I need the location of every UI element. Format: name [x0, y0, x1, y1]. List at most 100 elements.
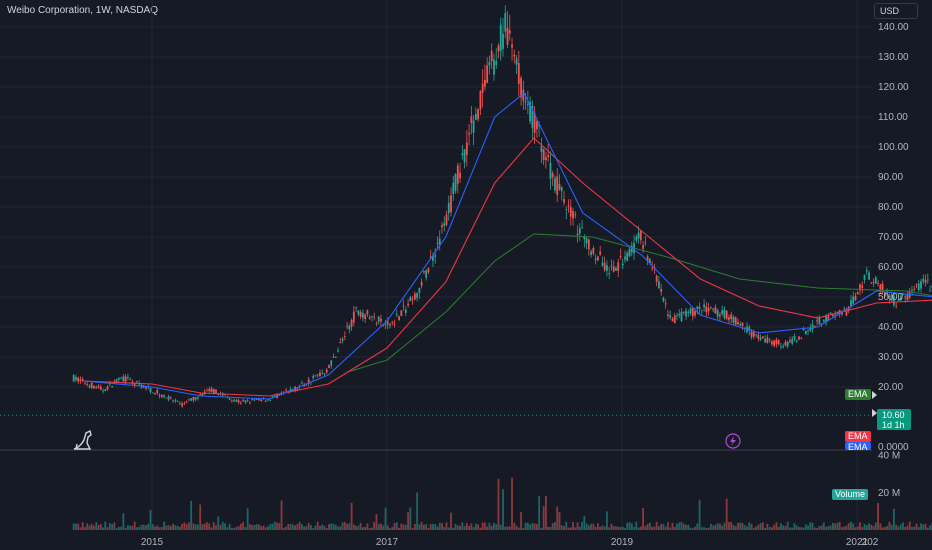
- volume-bar: [208, 523, 211, 530]
- volume-bar: [129, 525, 132, 530]
- candle-body: [732, 317, 735, 323]
- candle-body: [798, 336, 800, 340]
- candle-body: [366, 310, 369, 315]
- candle-body: [551, 173, 554, 178]
- volume-bar: [165, 525, 168, 530]
- volume-bar: [115, 528, 118, 530]
- price-tick-label: 90.00: [878, 172, 903, 183]
- ema-short-badge: EMA: [845, 442, 871, 450]
- candle-body: [804, 331, 807, 335]
- volume-bar: [531, 522, 534, 530]
- candle-body: [881, 283, 884, 291]
- candle-body: [596, 256, 599, 261]
- volume-bar: [246, 508, 249, 530]
- volume-bar: [755, 526, 757, 530]
- volume-bar: [545, 495, 547, 530]
- volume-bar: [558, 512, 561, 530]
- volume-bar: [612, 526, 615, 530]
- lightning-icon[interactable]: [725, 433, 741, 449]
- volume-bar: [359, 522, 362, 530]
- volume-bar: [581, 521, 583, 530]
- candle-body: [549, 163, 552, 179]
- candle-body: [700, 309, 703, 311]
- volume-bar: [911, 526, 913, 530]
- volume-bar: [407, 512, 409, 530]
- candle-body: [651, 268, 654, 269]
- volume-bar: [725, 498, 728, 530]
- volume-tick-label: 20 M: [878, 488, 900, 499]
- candle-body: [215, 389, 217, 394]
- candle-body: [393, 323, 396, 325]
- volume-bar: [847, 523, 850, 530]
- candle-body: [563, 199, 565, 203]
- candle-body: [676, 315, 678, 317]
- candle-body: [655, 275, 658, 282]
- candle-body: [766, 337, 769, 343]
- candle-body: [841, 311, 843, 315]
- volume-bar: [470, 523, 473, 530]
- volume-bar: [260, 525, 263, 530]
- volume-bar: [671, 522, 674, 530]
- candle-body: [136, 381, 138, 383]
- candle-body: [583, 236, 586, 240]
- candle-body: [190, 398, 193, 401]
- volume-bar: [712, 525, 715, 530]
- volume-bar: [450, 512, 452, 530]
- candle-body: [924, 280, 927, 283]
- volume-bar: [533, 523, 536, 530]
- candle-body: [194, 397, 197, 400]
- candle-body: [300, 382, 303, 384]
- volume-bar: [508, 526, 511, 530]
- candle-body: [893, 295, 895, 306]
- candle-body: [239, 402, 242, 404]
- volume-bar: [895, 524, 898, 530]
- candle-body: [872, 282, 875, 284]
- volume-bar: [522, 528, 525, 530]
- volume-bar: [325, 528, 328, 530]
- volume-bar: [576, 522, 579, 530]
- volume-bar: [714, 524, 717, 530]
- volume-bar: [929, 525, 931, 530]
- candle-body: [337, 350, 339, 352]
- candle-body: [508, 30, 511, 34]
- candle-body: [108, 383, 111, 385]
- candle-body: [398, 316, 400, 321]
- candle-body: [377, 316, 380, 322]
- volume-bar: [881, 527, 884, 530]
- candle-body: [99, 386, 102, 390]
- candle-body: [868, 272, 870, 280]
- volume-bar: [108, 523, 111, 530]
- candle-body: [425, 270, 428, 278]
- symbol-title[interactable]: Weibo Corporation, 1W, NASDAQ: [7, 5, 158, 16]
- candle-body: [725, 310, 728, 319]
- volume-bar: [524, 522, 527, 530]
- volume-bar: [420, 521, 423, 530]
- volume-bar: [305, 526, 308, 530]
- volume-bar: [596, 523, 599, 530]
- volume-bar: [809, 522, 812, 530]
- volume-bar: [488, 522, 491, 530]
- volume-bar: [97, 524, 100, 530]
- candle-body: [590, 251, 593, 255]
- currency-button[interactable]: USD: [874, 3, 918, 19]
- volume-bar: [346, 523, 348, 530]
- volume-bar: [441, 523, 443, 530]
- candle-body: [594, 258, 597, 261]
- volume-bar: [249, 524, 251, 530]
- candle-body: [242, 400, 245, 401]
- candle-body: [468, 133, 470, 135]
- candle-body: [188, 399, 190, 401]
- tradingview-logo-icon[interactable]: [73, 429, 92, 450]
- volume-bar: [802, 527, 805, 530]
- candle-body: [929, 290, 931, 292]
- price-tick-label: 20.00: [878, 382, 903, 393]
- volume-tick-label: 40 M: [878, 451, 900, 462]
- volume-bar: [554, 522, 556, 530]
- volume-bar: [560, 525, 563, 530]
- candle-body: [474, 113, 477, 120]
- volume-bar: [255, 524, 258, 530]
- volume-bar: [795, 525, 798, 530]
- volume-bar: [221, 521, 224, 530]
- candle-body: [687, 311, 690, 313]
